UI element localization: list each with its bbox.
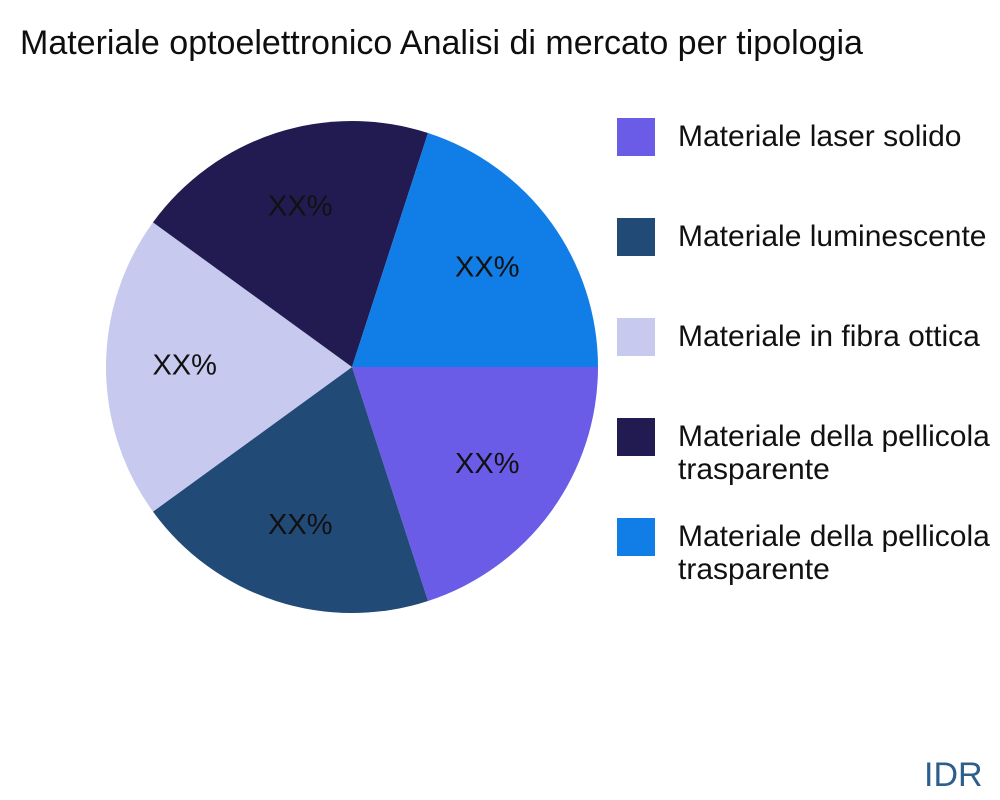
pie-slice-1 (152, 367, 429, 614)
watermark-idr: IDR (924, 756, 983, 794)
pie-slice-3 (152, 120, 429, 367)
pie-slice-label-4: XX% (455, 251, 519, 283)
pie-slice-label-2: XX% (152, 350, 216, 382)
pie-slice-label-1: XX% (268, 509, 332, 541)
pie-slice-label-0: XX% (455, 448, 519, 480)
pie-slice-label-3: XX% (268, 191, 332, 223)
chart-title: Materiale optoelettronico Analisi di mer… (20, 24, 863, 62)
pie-slice-0 (352, 367, 598, 601)
pie-slice-4 (352, 133, 598, 367)
pie-slice-2 (105, 222, 352, 512)
